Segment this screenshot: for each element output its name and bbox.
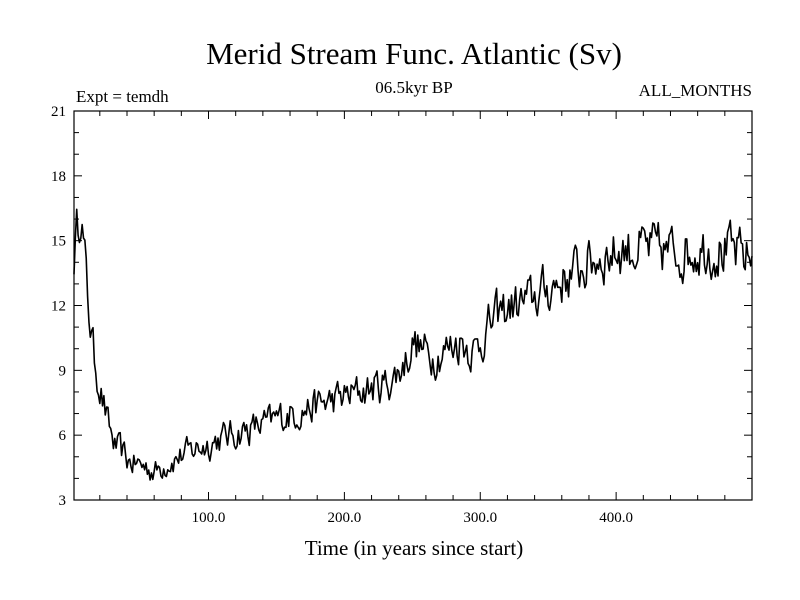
x-axis: 100.0 200.0 300.0 400.0 <box>99 111 726 526</box>
months-label: ALL_MONTHS <box>639 81 752 100</box>
period-label: 06.5kyr BP <box>375 78 452 97</box>
x-axis-label: Time (in years since start) <box>305 536 524 560</box>
x-tick-label: 100.0 <box>192 510 226 526</box>
y-tick-label: 9 <box>59 363 67 379</box>
series-line <box>73 208 753 481</box>
plot-frame <box>73 110 753 501</box>
y-tick-label: 3 <box>59 493 67 509</box>
experiment-label: Expt = temdh <box>76 87 169 106</box>
y-tick-label: 15 <box>51 234 66 250</box>
x-tick-label: 400.0 <box>599 510 633 526</box>
y-axis: 3 6 9 12 15 18 21 <box>51 104 752 509</box>
x-tick-label: 200.0 <box>328 510 362 526</box>
chart-title: Merid Stream Func. Atlantic (Sv) <box>206 36 622 71</box>
y-tick-label: 21 <box>51 104 66 120</box>
y-tick-label: 18 <box>51 169 66 185</box>
y-tick-label: 12 <box>51 299 66 315</box>
x-tick-label: 300.0 <box>463 510 497 526</box>
y-tick-label: 6 <box>59 428 67 444</box>
